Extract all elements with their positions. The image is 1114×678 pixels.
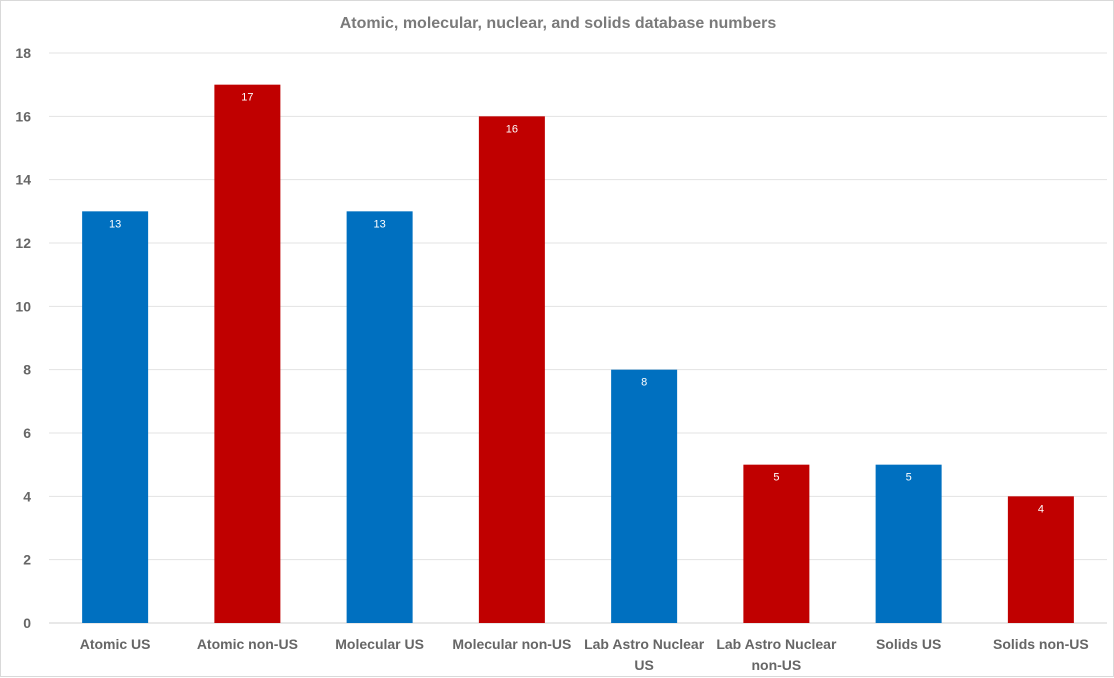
y-tick-label: 4 <box>23 488 31 504</box>
gridlines <box>49 52 1107 624</box>
data-label: 8 <box>641 377 647 389</box>
data-labels: 13 17 13 16 8 5 5 4 <box>109 92 1044 516</box>
bars <box>82 84 1074 624</box>
x-tick-label: non-US <box>751 657 801 673</box>
y-tick-label: 18 <box>15 45 31 61</box>
bar <box>611 369 678 623</box>
bar <box>1007 496 1074 623</box>
x-axis: Atomic US Atomic non-US Molecular US Molecu… <box>80 636 1089 673</box>
data-label: 17 <box>241 92 253 104</box>
data-label: 13 <box>374 218 386 230</box>
bar <box>82 211 149 624</box>
y-tick-label: 0 <box>23 615 31 631</box>
bar <box>743 464 810 623</box>
x-tick-label: Molecular non-US <box>452 636 571 652</box>
x-tick-label: Solids non-US <box>993 636 1089 652</box>
x-tick-label: Solids US <box>876 636 941 652</box>
y-tick-label: 16 <box>15 108 31 124</box>
y-tick-label: 10 <box>15 298 31 314</box>
x-tick-label: Atomic non-US <box>197 636 298 652</box>
x-tick-label: Molecular US <box>335 636 424 652</box>
data-label: 13 <box>109 218 121 230</box>
y-tick-label: 2 <box>23 552 31 568</box>
data-label: 4 <box>1038 503 1044 515</box>
x-tick-label: Lab Astro Nuclear <box>584 636 705 652</box>
x-tick-label: Atomic US <box>80 636 151 652</box>
data-label: 5 <box>906 472 912 484</box>
bar <box>214 84 281 623</box>
y-axis: 0 2 4 6 8 10 12 14 16 18 <box>15 45 31 631</box>
y-tick-label: 6 <box>23 425 31 441</box>
data-label: 5 <box>773 472 779 484</box>
chart-title: Atomic, molecular, nuclear, and solids d… <box>339 15 777 32</box>
data-label: 16 <box>506 123 518 135</box>
bar <box>346 211 413 624</box>
bar <box>478 116 545 623</box>
x-tick-label: Lab Astro Nuclear <box>716 636 837 652</box>
y-tick-label: 12 <box>15 235 31 251</box>
bar <box>875 464 942 623</box>
x-tick-label: US <box>634 657 653 673</box>
y-tick-label: 8 <box>23 362 31 378</box>
y-tick-label: 14 <box>15 172 31 188</box>
